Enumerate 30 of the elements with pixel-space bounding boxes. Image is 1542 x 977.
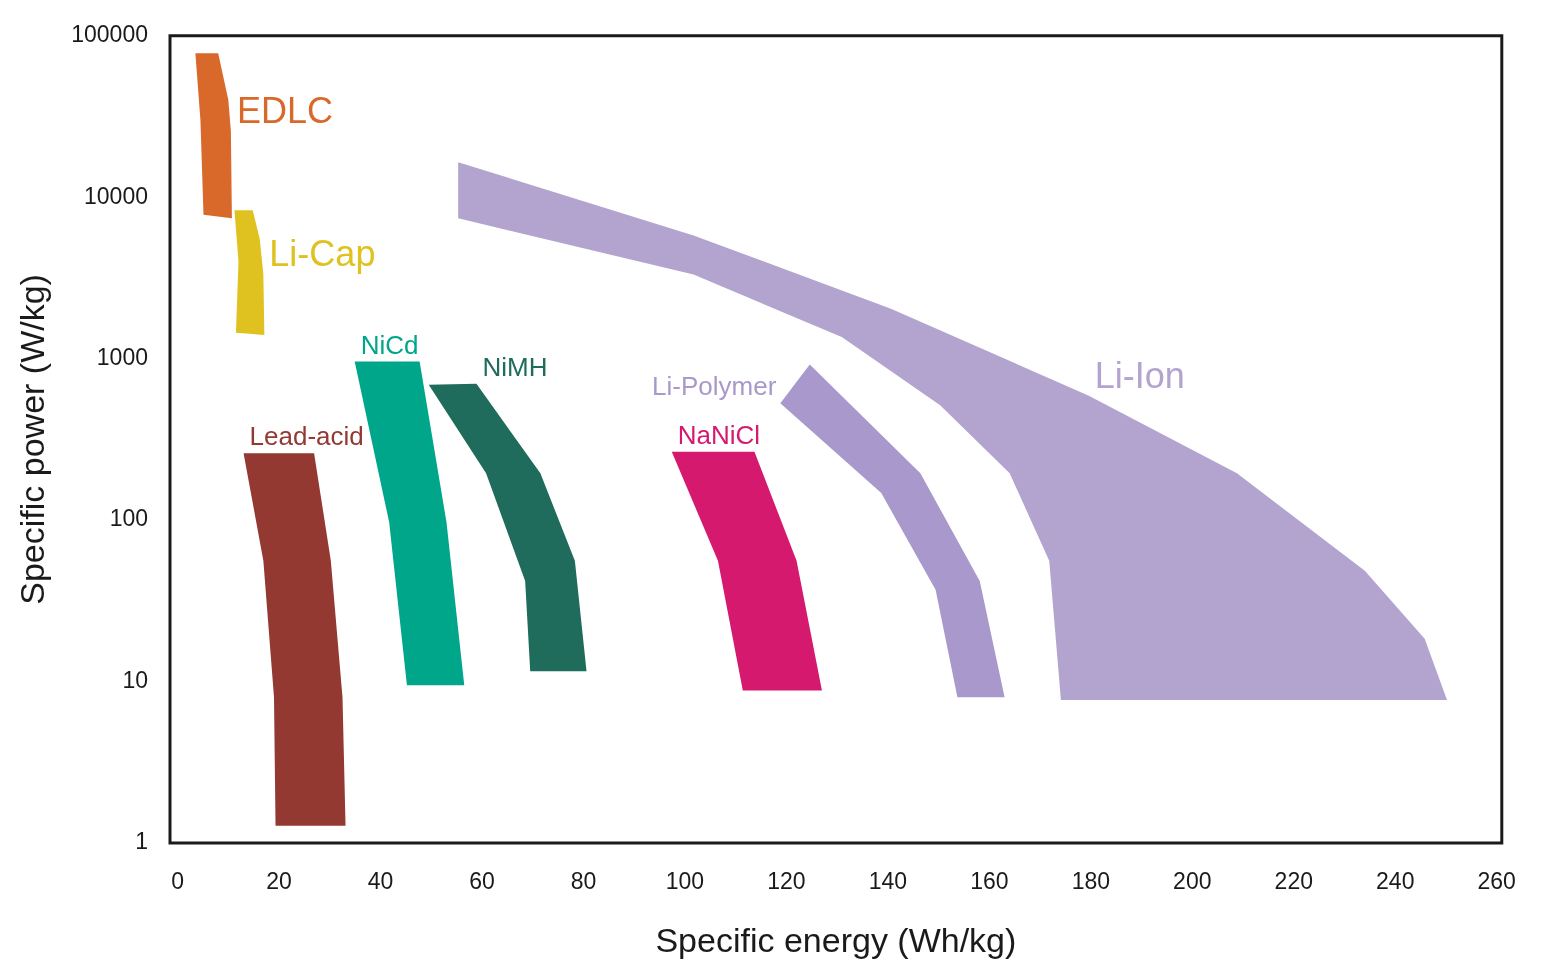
x-tick-label: 180	[1071, 868, 1111, 895]
series-label: Li-Cap	[269, 233, 376, 275]
y-axis-title: Specific power (W/kg)	[12, 274, 51, 605]
x-tick-label: 140	[868, 868, 908, 895]
y-tick-label: 100	[109, 505, 148, 532]
x-tick-label: 120	[767, 868, 806, 895]
x-tick-label: 100	[665, 868, 705, 895]
x-tick-label: 80	[570, 868, 597, 895]
x-tick-label: 20	[266, 868, 292, 895]
x-tick-label: 240	[1376, 868, 1415, 895]
series-label: Lead-acid	[249, 421, 364, 452]
y-tick-label: 10	[122, 666, 148, 693]
series-label: NiCd	[360, 329, 419, 360]
y-tick-label: 1	[135, 828, 148, 855]
x-tick-label: 160	[970, 868, 1009, 895]
x-tick-label: 60	[469, 868, 495, 895]
series-label: NaNiCl	[677, 419, 761, 450]
x-tick-label: 220	[1274, 868, 1313, 895]
series-label: NiMH	[482, 351, 548, 382]
x-axis-title: Specific energy (Wh/kg)	[655, 920, 1017, 959]
series-label: Li-Ion	[1094, 354, 1185, 396]
y-tick-label: 10000	[84, 182, 148, 209]
x-tick-label: 200	[1173, 868, 1212, 895]
x-tick-label: 0	[171, 868, 185, 895]
x-tick-label: 260	[1477, 868, 1516, 895]
series-label: Li-Polymer	[652, 371, 777, 402]
x-tick-label: 40	[367, 868, 394, 895]
y-tick-label: 100000	[71, 21, 148, 48]
series-label: EDLC	[236, 90, 333, 132]
y-tick-label: 1000	[96, 344, 148, 371]
